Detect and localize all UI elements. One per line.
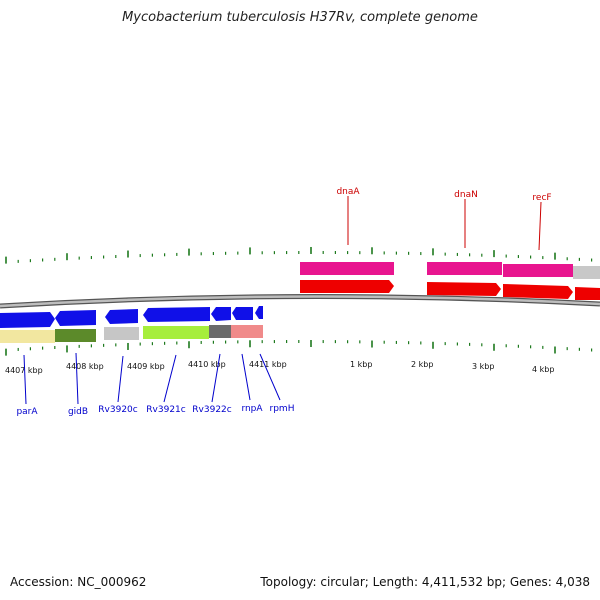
label-line-Rv3921c [163,354,177,403]
scale-label: 4408 kbp [66,362,104,371]
scale-label: 4411 kbp [249,360,287,369]
gene-label-Rv3921c[interactable]: Rv3921c [146,405,185,415]
cds-track-Rv3921c[interactable] [143,326,209,339]
gene-arrow-Rv3920c[interactable] [105,309,138,324]
label-line-parA [23,354,27,405]
cds-track-rnpA[interactable] [231,325,254,338]
gene-arrow-Rv3922c[interactable] [211,307,231,321]
label-line-gidB [75,352,79,405]
gene-label-Rv3920c[interactable]: Rv3920c [98,405,137,415]
cds-track-misc[interactable] [573,266,600,279]
gene-label-recF[interactable]: recF [532,193,551,203]
cds-track-parA[interactable] [0,330,55,343]
scale-label: 4 kbp [532,365,554,374]
label-line-Rv3920c [117,355,124,403]
scale-label: 3 kbp [472,362,494,371]
gene-arrow-parA[interactable] [0,312,55,328]
label-line-rpmH [259,353,281,401]
scale-label: 1 kbp [350,360,372,369]
scale-label: 4410 kbp [188,360,226,369]
gene-arrow-recF[interactable] [503,284,573,299]
gene-arrow-rpmH[interactable] [255,306,263,319]
label-line-recF [538,201,542,251]
gene-label-Rv3922c[interactable]: Rv3922c [192,405,231,415]
cds-track-gidB[interactable] [55,329,96,342]
accession-label: Accession: NC_000962 [10,575,147,589]
cds-track-Rv3920c[interactable] [104,327,139,340]
cds-track-recF[interactable] [503,264,573,277]
genome-summary: Topology: circular; Length: 4,411,532 bp… [260,575,590,589]
gene-arrow-dnaA[interactable] [300,280,394,293]
label-line-rnpA [241,353,251,401]
gene-arrow-gidB[interactable] [55,310,96,326]
gene-arrow-next[interactable] [575,287,600,300]
cds-track-Rv3922c[interactable] [209,325,231,338]
cds-track-dnaA[interactable] [300,262,394,275]
gene-arrow-Rv3921c[interactable] [143,307,210,322]
gene-label-rnpA[interactable]: rnpA [241,404,263,414]
cds-track-dnaN[interactable] [427,262,502,275]
label-line-Rv3922c [211,353,221,403]
gene-label-parA[interactable]: parA [16,407,38,417]
gene-label-dnaA[interactable]: dnaA [336,187,360,197]
gene-label-dnaN[interactable]: dnaN [454,190,478,200]
gene-arrow-rnpA[interactable] [232,307,253,320]
gene-label-rpmH[interactable]: rpmH [270,404,295,414]
outer-tick-ring [5,246,593,264]
cds-track-rpmH[interactable] [254,325,263,338]
inner-tick-ring [5,340,593,356]
scale-label: 4409 kbp [127,362,165,371]
genome-backbone [0,295,600,308]
gene-arrow-dnaN[interactable] [427,282,501,296]
gene-label-gidB[interactable]: gidB [68,407,88,417]
scale-label: 4407 kbp [5,366,43,375]
scale-label: 2 kbp [411,360,433,369]
map-title: Mycobacterium tuberculosis H37Rv, comple… [122,10,478,25]
